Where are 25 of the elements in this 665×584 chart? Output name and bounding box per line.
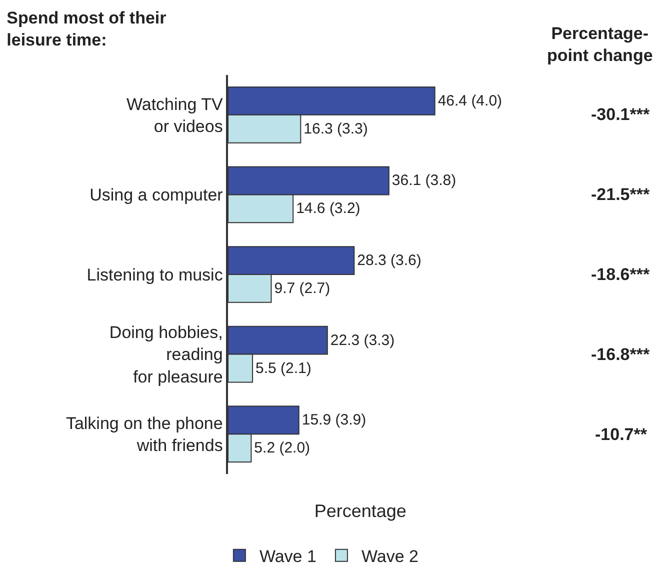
data-label: 36.1 (3.8) (392, 172, 456, 190)
text: Spend most of their leisure time: (6, 8, 167, 50)
y-tick-label: Listening to music (86, 265, 224, 284)
text: Percentage- point change (547, 24, 653, 66)
text: -21.5*** (591, 185, 650, 204)
text: -18.6*** (591, 265, 650, 284)
data-label: 14.6 (3.2) (296, 200, 360, 218)
x-axis-title: Percentage (314, 501, 406, 522)
data-label: 22.3 (3.3) (330, 332, 395, 349)
data-label: 5.5 (2.1) (256, 360, 312, 377)
data-label: 46.4 (4.0) (438, 92, 502, 110)
y-tick-label: Talking on the phone with friends (66, 414, 223, 456)
y-tick-label: Doing hobbies, reading for pleasure (109, 323, 223, 386)
data-label: 9.7 (2.7) (274, 280, 330, 297)
legend-label: Wave 2 (361, 547, 418, 566)
legend-label: Wave 1 (259, 547, 316, 566)
text: -30.1*** (591, 105, 650, 124)
data-label: 15.9 (3.9) (302, 412, 366, 429)
data-label: 16.3 (3.3) (304, 120, 368, 138)
text: -16.8*** (591, 345, 650, 364)
text: -10.7** (595, 425, 648, 444)
y-tick-label: Watching TV or videos (126, 94, 224, 136)
data-label: 28.3 (3.6) (357, 252, 422, 270)
y-tick-label: Using a computer (90, 186, 224, 205)
data-label: 5.2 (2.0) (254, 440, 310, 457)
